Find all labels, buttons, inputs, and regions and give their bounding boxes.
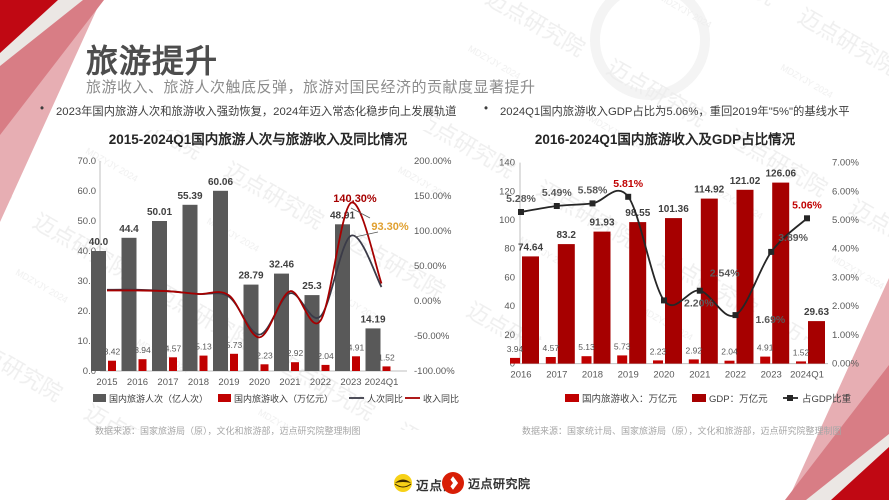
svg-text:126.06: 126.06 (766, 169, 797, 180)
svg-text:2.23: 2.23 (650, 346, 667, 356)
svg-text:4.00%: 4.00% (832, 244, 859, 255)
svg-text:5.00%: 5.00% (832, 215, 859, 226)
svg-text:2022: 2022 (725, 370, 746, 381)
svg-text:4.91: 4.91 (757, 343, 774, 353)
svg-text:2.04: 2.04 (721, 347, 738, 357)
svg-text:2016: 2016 (510, 370, 531, 381)
svg-text:2024Q1: 2024Q1 (790, 370, 824, 381)
svg-text:4.57: 4.57 (543, 343, 560, 353)
svg-text:3.89%: 3.89% (778, 232, 808, 244)
svg-text:20: 20 (504, 330, 515, 341)
svg-text:2020: 2020 (653, 370, 674, 381)
svg-text:6.00%: 6.00% (832, 186, 859, 197)
svg-text:GDP：万亿元: GDP：万亿元 (709, 393, 768, 405)
svg-text:3.94: 3.94 (507, 344, 524, 354)
svg-text:74.64: 74.64 (518, 242, 543, 253)
svg-text:5.13: 5.13 (578, 342, 595, 352)
svg-text:5.06%: 5.06% (792, 199, 822, 211)
svg-text:83.2: 83.2 (556, 230, 576, 241)
svg-text:5.81%: 5.81% (613, 178, 643, 190)
svg-text:60: 60 (504, 273, 515, 284)
svg-text:5.49%: 5.49% (542, 187, 572, 199)
svg-text:2017: 2017 (546, 370, 567, 381)
svg-text:5.73: 5.73 (614, 341, 631, 351)
svg-text:2.92: 2.92 (686, 345, 703, 355)
svg-text:1.00%: 1.00% (832, 330, 859, 341)
svg-text:40: 40 (504, 301, 515, 312)
svg-text:2.54%: 2.54% (710, 268, 740, 280)
svg-text:2.20%: 2.20% (684, 297, 714, 309)
svg-text:0.00%: 0.00% (832, 359, 859, 370)
svg-text:2023: 2023 (761, 370, 782, 381)
svg-text:114.92: 114.92 (694, 185, 724, 196)
svg-text:140: 140 (499, 158, 515, 169)
svg-text:2.00%: 2.00% (832, 301, 859, 312)
svg-text:5.28%: 5.28% (506, 193, 536, 205)
svg-text:2021: 2021 (689, 370, 710, 381)
svg-text:2019: 2019 (618, 370, 639, 381)
svg-text:7.00%: 7.00% (832, 158, 859, 169)
svg-text:80: 80 (504, 244, 515, 255)
svg-text:91.93: 91.93 (589, 218, 614, 229)
svg-text:3.00%: 3.00% (832, 273, 859, 284)
svg-text:29.63: 29.63 (804, 307, 829, 318)
svg-text:5.58%: 5.58% (578, 184, 608, 196)
svg-text:2016-2024Q1国内旅游收入及GDP占比情况: 2016-2024Q1国内旅游收入及GDP占比情况 (535, 131, 796, 147)
svg-text:100: 100 (499, 215, 515, 226)
svg-text:1.52: 1.52 (793, 347, 810, 357)
svg-text:101.36: 101.36 (658, 204, 689, 215)
svg-text:1.69%: 1.69% (756, 314, 786, 326)
svg-text:占GDP比重: 占GDP比重 (802, 393, 852, 405)
svg-text:121.02: 121.02 (730, 176, 761, 187)
svg-text:国内旅游收入：万亿元: 国内旅游收入：万亿元 (582, 393, 678, 405)
svg-text:2018: 2018 (582, 370, 603, 381)
